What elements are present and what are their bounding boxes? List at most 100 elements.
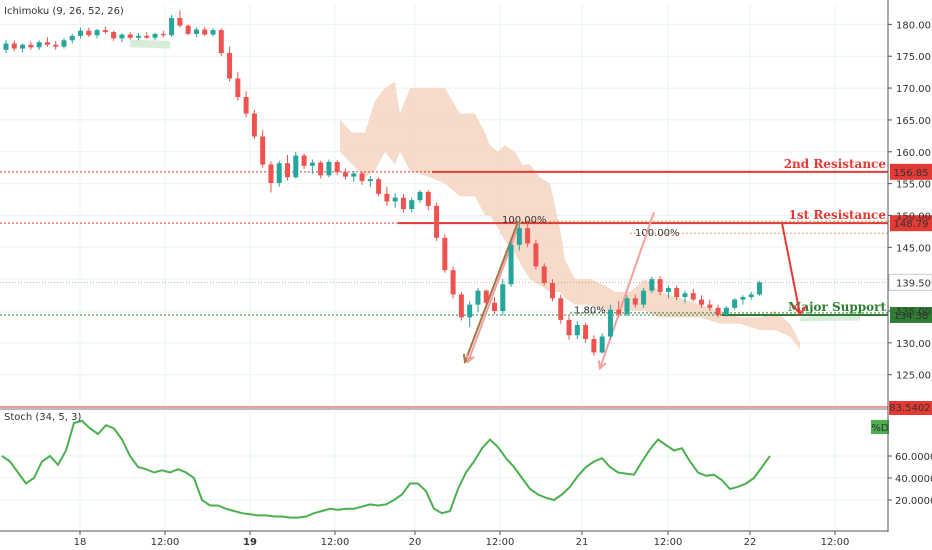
candle-body — [525, 228, 531, 244]
ichimoku-cloud — [130, 39, 860, 350]
candle-body — [210, 30, 216, 35]
time-tick-label: 12:00 — [486, 537, 515, 548]
candle-body — [309, 162, 315, 166]
cloud-band — [340, 81, 800, 350]
candle-body — [135, 35, 141, 38]
candle-body — [492, 302, 498, 312]
price-tick-label: 170.00 — [896, 84, 931, 95]
candle-body — [400, 197, 406, 210]
candle-body — [508, 244, 514, 285]
separator-badge — [889, 401, 932, 415]
level-price-badge — [890, 163, 932, 180]
candle-body — [160, 33, 166, 36]
candle-body — [334, 161, 340, 173]
stoch-line — [1, 419, 771, 519]
candle-body — [326, 161, 332, 176]
price-tick-label: 125.00 — [896, 371, 931, 382]
candle-body — [392, 197, 398, 202]
stoch-tick-label: 40.0000 — [895, 474, 932, 485]
candle-body — [434, 205, 440, 238]
candle-body — [616, 309, 622, 315]
candle-body — [152, 33, 158, 38]
current-price-label: 139.50 — [896, 278, 931, 289]
candle-body — [450, 270, 456, 295]
indicator-label: Ichimoku (9, 26, 52, 26) — [4, 6, 124, 17]
candle-body — [632, 298, 638, 305]
candle-body — [235, 78, 241, 97]
candle-body — [549, 282, 555, 299]
stoch-label: Stoch (34, 5, 3) — [4, 412, 81, 423]
candle-body — [756, 282, 762, 295]
candle-body — [558, 298, 564, 320]
level-price-badge — [890, 306, 932, 323]
candle-body — [707, 304, 713, 308]
separator-label: 83.5402 — [889, 403, 930, 414]
candle-body — [748, 294, 754, 297]
candle-body — [78, 30, 84, 36]
time-tick-label: 19 — [243, 537, 257, 548]
level-price-text: 156.85 — [894, 168, 929, 179]
candle-body — [607, 309, 613, 337]
candle-body — [516, 228, 522, 245]
candle-body — [409, 200, 415, 210]
candle-body — [86, 30, 92, 36]
candle-body — [715, 307, 721, 315]
candle-body — [591, 339, 597, 353]
series-badge — [871, 420, 889, 434]
candle-body — [566, 319, 572, 336]
candle-body — [682, 293, 688, 297]
time-tick-label: 12:00 — [654, 537, 683, 548]
candle-body — [665, 288, 671, 292]
candle-body — [533, 243, 539, 267]
candle-body — [351, 173, 357, 177]
candle-body — [285, 163, 291, 178]
current-price-badge — [888, 273, 932, 291]
fib-arrow-head — [597, 360, 607, 371]
cloud-band-green — [130, 39, 170, 49]
candle-body — [657, 279, 663, 292]
time-tick-label: 21 — [576, 537, 589, 548]
candle-body — [376, 179, 382, 194]
price-tick-label: 165.00 — [896, 116, 931, 127]
candle-body — [251, 113, 257, 137]
candle-body — [318, 162, 324, 176]
candle-body — [111, 32, 117, 39]
candle-body — [61, 40, 67, 47]
candle-body — [442, 237, 448, 271]
price-tick-label: 135.00 — [896, 307, 931, 318]
candle-body — [169, 18, 175, 36]
price-tick-label: 145.00 — [896, 243, 931, 254]
candle-body — [699, 299, 705, 305]
candle-body — [20, 44, 26, 49]
stoch-tick-label: 20.0000 — [895, 496, 932, 507]
candle-body — [102, 30, 108, 33]
candle-body — [723, 307, 729, 315]
time-tick-label: 20 — [409, 537, 422, 548]
price-tick-label: 160.00 — [896, 148, 931, 159]
candle-body — [467, 304, 473, 318]
candle-body — [193, 29, 199, 34]
candle-body — [202, 29, 208, 35]
time-tick-label: 12:00 — [821, 537, 850, 548]
candle-body — [218, 30, 224, 54]
level-name-label: 2nd Resistance — [784, 157, 887, 171]
price-tick-label: 175.00 — [896, 52, 931, 63]
fib-label: 100.00% — [502, 215, 547, 226]
level-name-label: 1st Resistance — [789, 208, 887, 222]
candle-body — [384, 193, 390, 202]
time-tick-label: 12:00 — [151, 537, 180, 548]
candle-body — [574, 325, 580, 336]
candle-body — [674, 288, 680, 297]
candle-body — [127, 34, 133, 38]
fib-arrow — [599, 211, 655, 369]
time-tick-label: 18 — [74, 537, 87, 548]
candle-body — [243, 96, 249, 114]
candle-body — [541, 266, 547, 283]
candle-body — [94, 30, 100, 36]
fib-label: 100.00% — [635, 228, 680, 239]
candle-body — [649, 279, 655, 291]
candle-body — [624, 298, 630, 315]
candle-body — [293, 155, 299, 178]
